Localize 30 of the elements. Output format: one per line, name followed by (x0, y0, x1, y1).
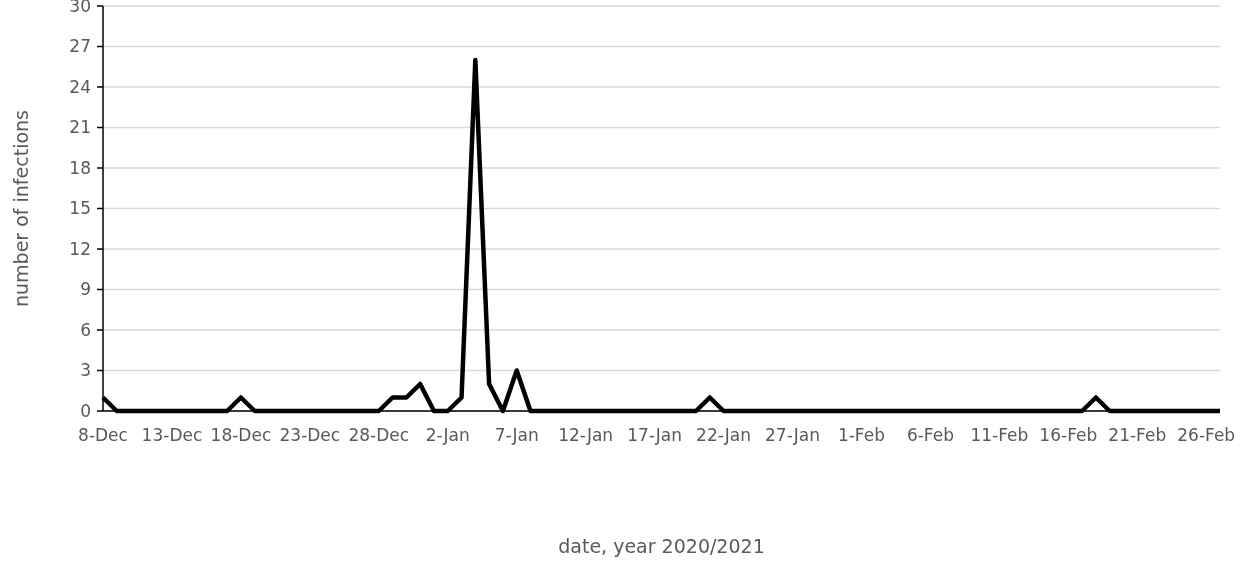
y-tick-label: 9 (80, 279, 91, 300)
x-tick-label: 7-Jan (494, 424, 539, 445)
y-tick-label: 30 (69, 0, 91, 16)
x-tick-label: 12-Jan (558, 424, 614, 445)
y-tick-label: 6 (80, 319, 91, 340)
x-tick-label: 2-Jan (425, 424, 470, 445)
y-tick-label: 12 (69, 238, 91, 259)
y-tick-label: 21 (69, 117, 91, 138)
y-tick-label: 18 (69, 157, 91, 178)
x-tick-label: 11-Feb (970, 424, 1029, 445)
y-tick-label: 3 (80, 360, 91, 381)
x-tick-label: 28-Dec (348, 424, 410, 445)
x-tick-label: 21-Feb (1108, 424, 1167, 445)
y-tick-label: 27 (69, 36, 91, 57)
x-tick-label: 16-Feb (1039, 424, 1098, 445)
y-tick-label: 0 (80, 400, 91, 421)
x-tick-label: 26-Feb (1177, 424, 1236, 445)
x-tick-label: 23-Dec (279, 424, 341, 445)
y-tick-label: 15 (69, 198, 91, 219)
x-tick-label: 6-Feb (906, 424, 954, 445)
x-tick-label: 18-Dec (210, 424, 272, 445)
x-tick-label: 13-Dec (141, 424, 203, 445)
x-tick-label: 22-Jan (696, 424, 752, 445)
y-tick-label: 24 (69, 76, 91, 97)
x-tick-label: 1-Feb (837, 424, 885, 445)
x-tick-label: 8-Dec (78, 424, 128, 445)
x-tick-label: 17-Jan (627, 424, 683, 445)
x-tick-label: 27-Jan (765, 424, 820, 445)
x-axis-title: date, year 2020/2021 (558, 535, 765, 557)
y-axis-title: number of infections (10, 110, 32, 307)
